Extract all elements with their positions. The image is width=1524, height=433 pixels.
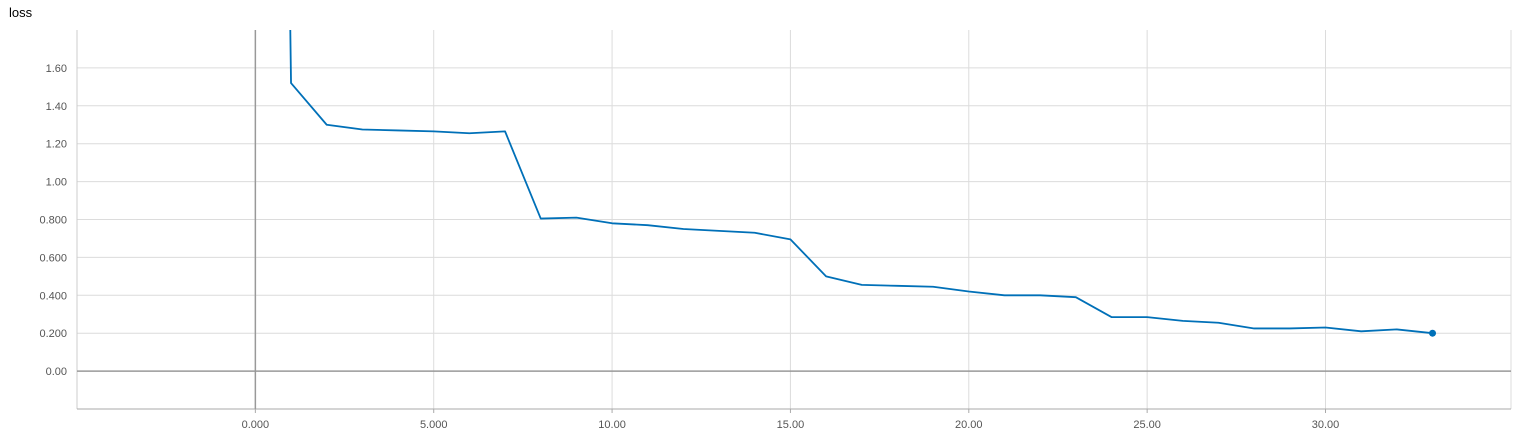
loss-series-line xyxy=(289,30,1433,335)
x-tick-label: 5.000 xyxy=(420,419,448,431)
y-tick-label: 1.40 xyxy=(46,101,67,113)
y-tick-label: 0.800 xyxy=(39,215,67,227)
tick-label-layer: 0.000 5.000 10.00 15.00 20.00 25.00 30.00 0.00 0… xyxy=(39,63,1339,431)
x-tick-label: 0.000 xyxy=(242,419,270,431)
y-tick-label: 0.600 xyxy=(39,252,67,264)
x-tick-label: 25.00 xyxy=(1133,419,1161,431)
chart-title: loss xyxy=(9,5,33,20)
y-tick-label: 1.20 xyxy=(46,139,67,151)
grid-layer xyxy=(77,30,1511,409)
axis-layer xyxy=(76,30,1512,413)
marker-layer xyxy=(1429,329,1437,337)
y-tick-label: 1.00 xyxy=(46,177,67,189)
y-tick-label: 0.00 xyxy=(46,366,67,378)
series-layer xyxy=(289,30,1433,335)
x-tick-label: 30.00 xyxy=(1312,419,1340,431)
x-tick-label: 10.00 xyxy=(598,419,626,431)
y-tick-label: 0.200 xyxy=(39,328,67,340)
y-tick-label: 1.60 xyxy=(46,63,67,75)
last-point-marker xyxy=(1429,329,1437,337)
y-tick-label: 0.400 xyxy=(39,290,67,302)
x-tick-label: 15.00 xyxy=(777,419,805,431)
x-tick-label: 20.00 xyxy=(955,419,983,431)
